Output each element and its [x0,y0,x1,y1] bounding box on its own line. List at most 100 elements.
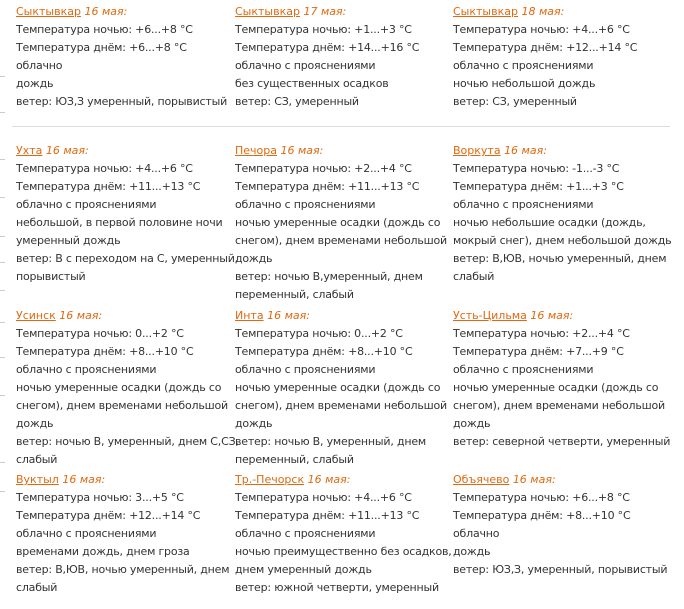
forecast-line: ветер: ночью В,умеренный, днем [235,270,423,283]
scroll-tick [0,357,5,358]
forecast-line: облачно с прояснениями [453,59,594,72]
forecast-line: Температура ночью: +4...+6 °С [235,491,412,504]
forecast-line: облачно [453,527,500,540]
forecast-line: Температура ночью: 0...+2 °С [235,327,403,340]
forecast-date: 18 мая: [521,5,565,18]
forecast-card: Тр.-Печорск 16 мая: Температура ночью: +4… [235,471,452,597]
forecast-line: Температура днём: +6...+8 °С [16,41,187,54]
forecast-line: дождь [453,417,491,430]
forecast-line: дождь [235,252,273,265]
city-link[interactable]: Инта [235,309,264,322]
forecast-date: 17 мая: [303,5,347,18]
forecast-card: Сыктывкар 16 мая: Температура ночью: +6..… [16,3,231,111]
city-link[interactable]: Воркута [453,144,501,157]
forecast-line: дождь [16,77,54,90]
forecast-date: 16 мая: [84,5,128,18]
forecast-line: ветер: В,ЮВ, ночью умеренный, днем [16,563,230,576]
forecast-line: Температура ночью: +4...+6 °С [16,162,193,175]
forecast-line: слабый [453,270,495,283]
forecast-line: днем умеренный дождь [235,563,372,576]
scroll-tick [0,322,5,323]
scroll-tick [0,462,5,463]
city-link[interactable]: Объячево [453,473,510,486]
forecast-line: Температура днём: +12...+14 °С [453,41,638,54]
scroll-tick [0,290,5,291]
forecast-date: 16 мая: [512,473,556,486]
forecast-card: Усинск 16 мая: Температура ночью: 0...+2 … [16,307,239,469]
forecast-line: Температура днём: +11...+13 °С [235,509,420,522]
forecast-line: Температура днём: +7...+9 °С [453,345,624,358]
forecast-line: без существенных осадков [235,77,389,90]
forecast-date: 16 мая: [267,309,310,322]
forecast-line: переменный, слабый [235,288,354,301]
forecast-line: Температура ночью: +4...+6 °С [453,23,630,36]
scroll-tick [0,197,5,198]
forecast-title: Усть-Цильма 16 мая: [453,307,668,325]
forecast-line: облачно с прояснениями [453,363,594,376]
forecast-line: Температура ночью: +6...+8 °С [453,491,630,504]
forecast-line: Температура днём: +11...+13 °С [235,180,420,193]
forecast-title: Тр.-Печорск 16 мая: [235,471,450,489]
forecast-line: дождь [453,545,491,558]
forecast-card: Инта 16 мая: Температура ночью: 0...+2 °С… [235,307,450,469]
forecast-line: умеренный дождь [16,234,121,247]
forecast-line: ветер: ЮЗ,З, умеренный, порывистый [453,563,668,576]
forecast-line: Температура днём: +8...+10 °С [235,345,413,358]
forecast-line: Температура днём: +8...+10 °С [453,509,631,522]
city-link[interactable]: Сыктывкар [235,5,300,18]
scroll-tick [0,236,5,237]
scroll-tick [0,76,5,77]
city-link[interactable]: Сыктывкар [16,5,81,18]
forecast-card: Ухта 16 мая: Температура ночью: +4...+6 °… [16,142,239,286]
city-link[interactable]: Тр.-Печорск [235,473,305,486]
forecast-line: снегом), днем временами небольшой [453,399,665,412]
forecast-line: ветер: ночью В, умеренный, днем [235,435,427,448]
forecast-line: ночью умеренные осадки (дождь со [16,381,222,394]
forecast-line: ветер: В,ЮВ, ночью умеренный, днем [453,252,667,265]
city-link[interactable]: Усинск [16,309,56,322]
city-link[interactable]: Печора [235,144,277,157]
forecast-line: снегом), днем временами небольшой [235,234,447,247]
forecast-line: ветер: В с переходом на С, умеренный, [16,252,239,265]
forecast-line: облачно с прояснениями [235,527,376,540]
forecast-line: переменный, слабый [235,453,354,466]
forecast-line: Температура днём: +11...+13 °С [16,180,201,193]
forecast-line: ветер: ночью В, умеренный, днем С,СЗ, [16,435,239,448]
forecast-line: ветер: СЗ, умеренный [453,95,577,108]
forecast-line: ветер: южной четверти, умеренный [235,581,439,594]
city-link[interactable]: Сыктывкар [453,5,518,18]
forecast-title: Вуктыл 16 мая: [16,471,231,489]
city-link[interactable]: Усть-Цильма [453,309,527,322]
forecast-line: облачно с прояснениями [16,527,157,540]
forecast-line: облачно с прояснениями [235,59,376,72]
forecast-title: Сыктывкар 18 мая: [453,3,668,21]
forecast-card: Сыктывкар 17 мая: Температура ночью: +1..… [235,3,450,111]
city-link[interactable]: Ухта [16,144,43,157]
scroll-tick [0,159,5,160]
forecast-line: порывистый [16,270,86,283]
forecast-card: Вуктыл 16 мая: Температура ночью: 3...+5 … [16,471,231,597]
forecast-date: 16 мая: [59,309,103,322]
forecast-date: 16 мая: [530,309,574,322]
forecast-card: Сыктывкар 18 мая: Температура ночью: +4..… [453,3,668,111]
forecast-title: Инта 16 мая: [235,307,450,325]
forecast-line: Температура ночью: +2...+4 °С [235,162,412,175]
forecast-line: дождь [235,417,273,430]
forecast-line: ночью умеренные осадки (дождь со [235,381,441,394]
forecast-line: мокрый снег), днем небольшой дождь [453,234,672,247]
forecast-card: Объячево 16 мая: Температура ночью: +6...… [453,471,668,579]
forecast-line: Температура ночью: +6...+8 °С [16,23,193,36]
city-link[interactable]: Вуктыл [16,473,59,486]
scroll-tick [0,112,5,113]
forecast-line: облачно с прояснениями [453,198,594,211]
forecast-line: дождь [16,417,54,430]
forecast-date: 16 мая: [45,144,89,157]
forecast-line: слабый [16,581,58,594]
forecast-card: Усть-Цильма 16 мая: Температура ночью: +2… [453,307,670,451]
forecast-line: ночью умеренные осадки (дождь со [453,381,659,394]
forecast-line: ночью небольшие осадки (дождь, [453,216,646,229]
forecast-title: Печора 16 мая: [235,142,450,160]
forecast-line: облачно с прояснениями [16,363,157,376]
forecast-line: ветер: ЮЗ,З умеренный, порывистый [16,95,228,108]
forecast-title: Усинск 16 мая: [16,307,231,325]
